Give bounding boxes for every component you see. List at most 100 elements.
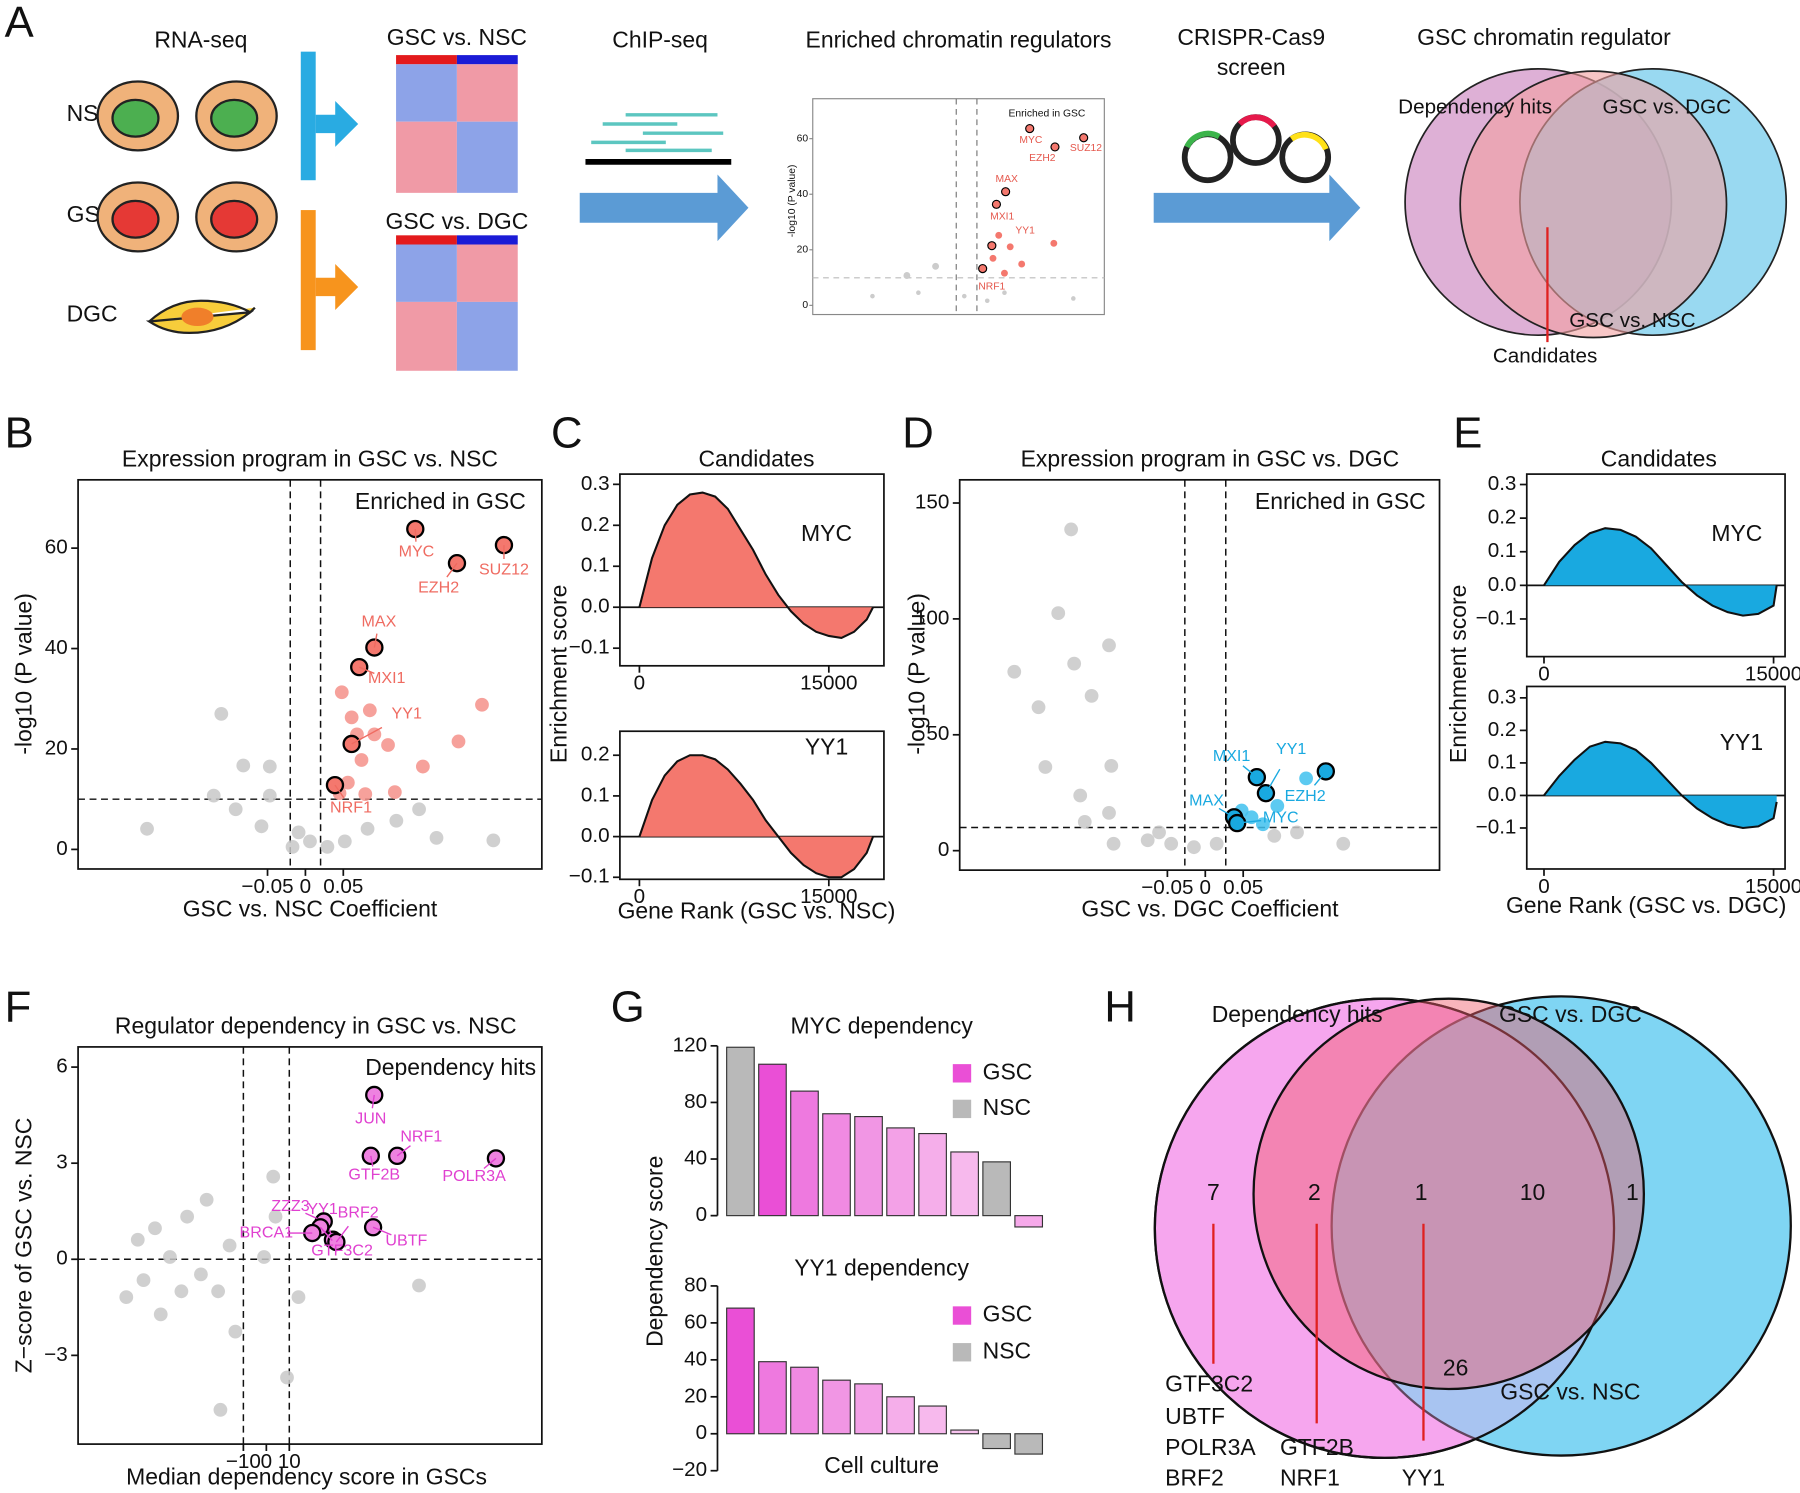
point — [254, 819, 269, 834]
y-axis-label: -log10 (P value) — [10, 593, 36, 755]
y-tick-label: 80 — [684, 1273, 707, 1296]
annotation: Enriched in GSC — [1255, 488, 1426, 514]
bar — [790, 1090, 819, 1217]
area-fill — [639, 492, 874, 638]
point — [1102, 638, 1116, 653]
member: UBTF — [1165, 1403, 1225, 1429]
member: NRF1 — [1280, 1465, 1340, 1491]
panel-letter: B — [5, 410, 34, 458]
label-leader — [334, 784, 345, 799]
heatmaps — [396, 55, 518, 371]
y-tick-label: 40 — [684, 1146, 707, 1169]
point — [136, 1273, 151, 1287]
panel-h — [1153, 995, 1792, 1460]
y-axis-label: Z−score of GSC vs. NSC — [10, 1118, 36, 1374]
point — [1051, 606, 1066, 620]
point-label: GTF3C2 — [311, 1242, 373, 1260]
bar — [726, 1307, 755, 1435]
chart: MYC dependency Dependency score 0 40 80 120 GS… — [642, 1012, 1044, 1347]
step-title: Enriched chromatin regulators — [806, 26, 1112, 52]
plot-frame — [77, 478, 543, 870]
venn-a — [1404, 68, 1788, 343]
label-leader — [351, 726, 383, 745]
point — [1140, 833, 1155, 848]
bar — [758, 1063, 787, 1217]
point — [415, 759, 430, 774]
label-leader — [446, 562, 458, 578]
point-label: BRCA1 — [240, 1223, 294, 1241]
area-fill — [1543, 528, 1777, 616]
chart-title: Expression program in GSC vs. NSC — [122, 445, 498, 471]
point-label: YY1 — [1276, 740, 1306, 758]
annotation: Enriched in GSC — [355, 488, 526, 514]
member: GTF2B — [1280, 1434, 1354, 1460]
point — [451, 734, 466, 749]
point-label: MAX — [996, 174, 1018, 185]
point — [381, 738, 395, 752]
bar — [726, 1046, 755, 1217]
x-axis-label: Gene Rank (GSC vs. DGC) — [1506, 892, 1786, 918]
point — [148, 1221, 162, 1236]
point — [1187, 840, 1201, 855]
point-label: MXI1 — [368, 669, 406, 687]
point — [1290, 825, 1304, 840]
point — [228, 802, 243, 817]
bar — [982, 1433, 1011, 1450]
point — [1299, 771, 1314, 786]
y-tick-label: −0.1 — [569, 865, 610, 888]
x-axis-label: Median dependency score in GSCs — [126, 1464, 487, 1490]
y-tick-label: 0.0 — [581, 595, 610, 618]
step-title: CRISPR-Cas9 — [1177, 24, 1325, 50]
bar — [950, 1429, 979, 1435]
point — [412, 1278, 426, 1293]
y-tick-label: 40 — [797, 189, 809, 200]
point — [334, 685, 349, 700]
panel-letter: G — [611, 984, 645, 1032]
point — [285, 840, 300, 854]
panel-letter: A — [5, 0, 34, 47]
chart: Regulator dependency in GSC vs. NSC Media… — [10, 1012, 543, 1490]
point — [291, 1290, 306, 1304]
point-label: MYC — [1263, 809, 1299, 827]
step-title: RNA-seq — [154, 26, 247, 52]
y-tick-label: 0.0 — [581, 824, 610, 847]
point — [354, 753, 369, 767]
y-tick-label: 60 — [797, 133, 809, 144]
legend-swatch — [952, 1343, 972, 1362]
point — [236, 758, 251, 773]
bar — [790, 1366, 819, 1435]
bar — [822, 1113, 851, 1217]
plot-frame — [77, 1046, 543, 1445]
point — [340, 775, 355, 790]
plot-frame — [619, 473, 885, 667]
region-count: 1 — [1415, 1179, 1428, 1205]
y-tick-label: 120 — [673, 1033, 707, 1056]
point — [1007, 664, 1022, 679]
member: POLR3A — [1165, 1434, 1256, 1460]
point-label: GTF2B — [348, 1166, 400, 1184]
point — [1209, 836, 1224, 851]
point — [367, 727, 382, 742]
point — [199, 1192, 214, 1207]
y-tick-label: 0.2 — [581, 743, 610, 766]
label-leader — [1242, 765, 1258, 778]
legend-swatch — [952, 1099, 972, 1119]
point — [213, 1402, 228, 1417]
member: BRF2 — [1165, 1465, 1224, 1491]
annotation: MYC — [1711, 520, 1762, 546]
point — [280, 1370, 294, 1385]
set-label: GSC vs. NSC — [1569, 309, 1695, 332]
point-label: EZH2 — [1285, 787, 1326, 805]
y-tick-label: 150 — [915, 490, 949, 513]
label-leader — [1265, 768, 1281, 794]
point — [119, 1290, 134, 1304]
x-tick-label: 15000 — [1745, 662, 1800, 685]
label-leader — [358, 666, 375, 675]
point — [266, 1169, 281, 1184]
y-tick-label: −3 — [44, 1343, 68, 1366]
panel-letter: F — [5, 984, 32, 1032]
mini-volcano: Enriched in GSC MYC EZH2 SUZ12 MAX MXI1 … — [787, 98, 1105, 316]
region-count: 2 — [1308, 1179, 1321, 1205]
annotation: Enriched in GSC — [1008, 108, 1085, 119]
point-label: UBTF — [385, 1231, 427, 1249]
